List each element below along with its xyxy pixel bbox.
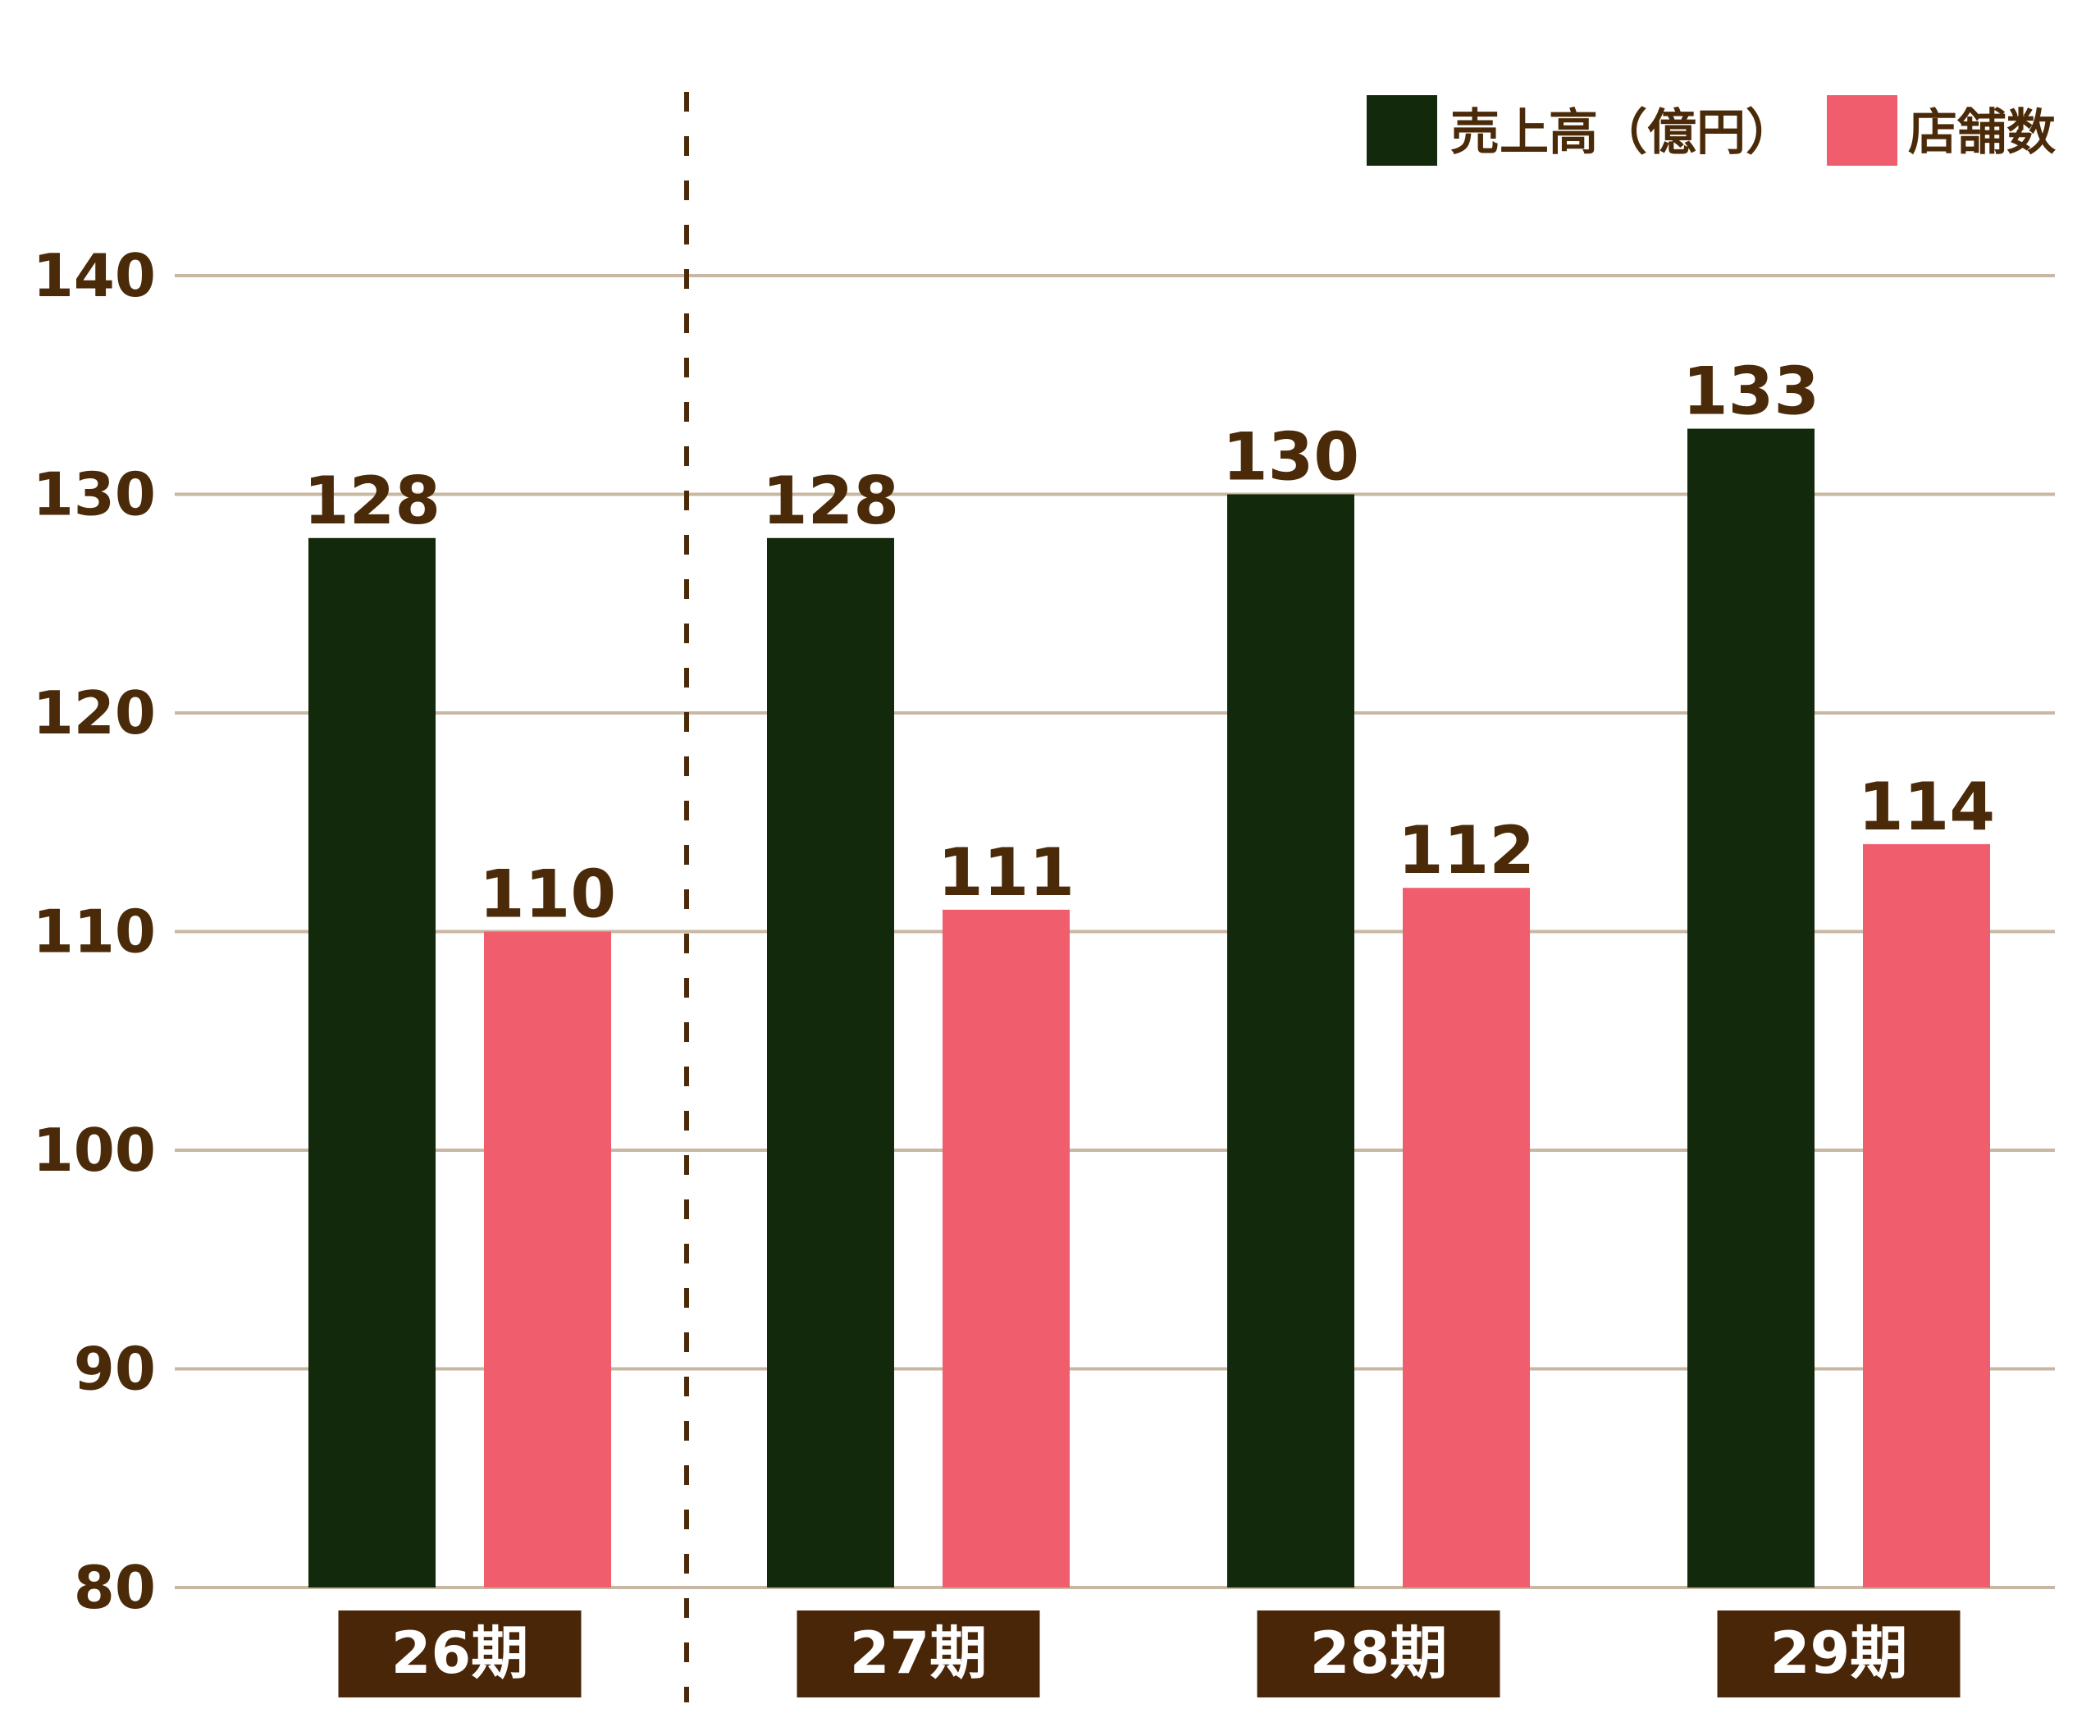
store-count-bar xyxy=(1863,843,1990,1588)
data-label: 110 xyxy=(479,857,616,933)
sales-bar xyxy=(1227,494,1354,1588)
data-label: 130 xyxy=(1222,419,1359,496)
data-label: 128 xyxy=(762,463,899,539)
bars xyxy=(308,428,1990,1588)
data-labels: 128 110 128 111 130 112 133 114 xyxy=(304,354,1995,933)
y-tick-label: 120 xyxy=(33,678,156,747)
data-label: 111 xyxy=(938,834,1075,911)
legend-swatch-sales xyxy=(1367,95,1437,166)
x-axis-categories: 26期 27期 28期 29期 xyxy=(338,1610,1961,1697)
legend: 売上高（億円） 店舗数 xyxy=(1367,95,2056,166)
category-label: 29期 xyxy=(1770,1620,1907,1687)
category-label: 26期 xyxy=(391,1620,528,1687)
category-label-box xyxy=(338,1610,582,1697)
y-tick-label: 110 xyxy=(33,898,156,966)
sales-bar xyxy=(767,537,894,1588)
y-tick-label: 80 xyxy=(74,1553,156,1622)
category-label: 28期 xyxy=(1310,1620,1447,1687)
category-label-box xyxy=(1257,1610,1500,1697)
sales-bar xyxy=(308,537,436,1588)
category-label-box xyxy=(1717,1610,1961,1697)
data-label: 114 xyxy=(1858,769,1995,845)
y-tick-label: 140 xyxy=(33,241,156,310)
store-count-bar xyxy=(1403,888,1530,1588)
y-tick-label: 100 xyxy=(33,1116,156,1185)
category-label: 27期 xyxy=(850,1620,987,1687)
data-label: 112 xyxy=(1398,812,1535,889)
data-label: 128 xyxy=(304,463,441,539)
y-axis-ticks: 80 90 100 110 120 130 140 xyxy=(33,241,156,1622)
legend-swatch-stores xyxy=(1827,95,1897,166)
sales-bar xyxy=(1687,428,1815,1588)
category-label-box xyxy=(797,1610,1040,1697)
legend-label: 店舗数 xyxy=(1908,104,2056,162)
legend-label: 売上高（億円） xyxy=(1450,104,1795,162)
store-count-bar xyxy=(943,909,1070,1588)
store-count-bar xyxy=(484,931,611,1588)
y-tick-label: 130 xyxy=(33,460,156,529)
data-label: 133 xyxy=(1682,354,1819,430)
y-tick-label: 90 xyxy=(74,1335,156,1404)
